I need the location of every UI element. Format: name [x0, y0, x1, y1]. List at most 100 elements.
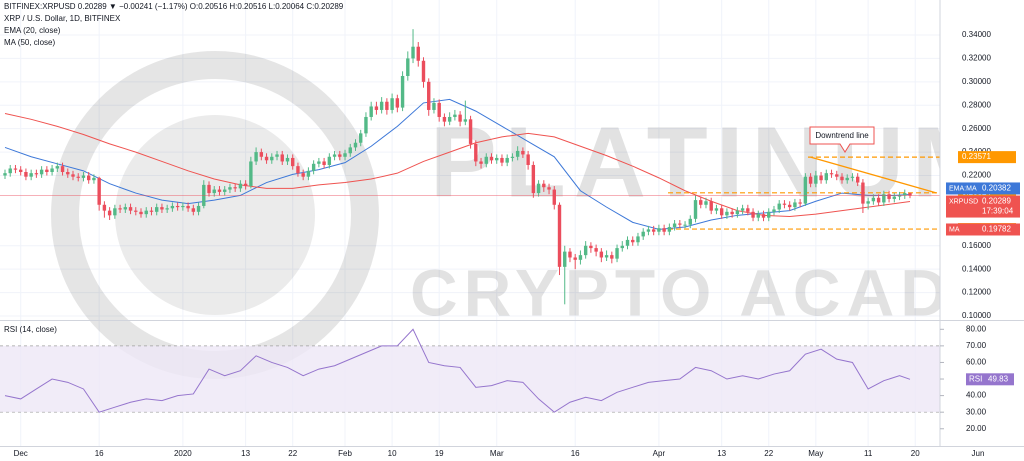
x-tick-label: Dec — [14, 449, 28, 458]
candle-body — [657, 228, 661, 232]
candle-body — [212, 189, 216, 194]
candle-body — [353, 142, 358, 148]
candle-body — [243, 183, 248, 187]
candle-body — [824, 173, 828, 181]
x-tick-label: 16 — [571, 449, 580, 458]
candle-body — [437, 102, 441, 117]
candle-body — [641, 231, 645, 237]
candle-body — [66, 172, 70, 175]
candle-body — [238, 183, 243, 189]
candle-body — [709, 201, 713, 211]
candle-body — [772, 209, 776, 212]
candle-body — [18, 169, 23, 173]
x-tick-label: 20 — [911, 449, 920, 458]
candle-body — [421, 60, 426, 82]
candle-body — [170, 205, 175, 209]
candle-body — [432, 102, 436, 110]
y-tick-label: 0.32000 — [962, 54, 991, 63]
candle-body — [60, 166, 65, 173]
candle-body — [186, 205, 190, 209]
x-tick-label: 22 — [764, 449, 773, 458]
price-label-name: MA — [949, 226, 960, 233]
candle-body — [81, 175, 86, 178]
rsi-legend: RSI (14, close) — [4, 325, 57, 334]
candle-body — [578, 255, 583, 260]
candle-body — [447, 116, 452, 122]
candle-body — [113, 208, 117, 216]
trend-line — [810, 156, 937, 194]
candle-body — [139, 211, 143, 215]
candle-body — [897, 195, 902, 197]
candle-body — [348, 147, 352, 154]
candle-body — [876, 197, 881, 203]
candle-body — [343, 153, 347, 157]
candle-body — [92, 177, 96, 181]
legend-ma: MA (50, close) — [4, 38, 55, 47]
candle-body — [322, 161, 326, 165]
candle-body — [751, 211, 755, 218]
candle-body — [510, 156, 515, 158]
candle-body — [107, 210, 112, 216]
rsi-tick-label: 60.00 — [966, 358, 987, 367]
candle-body — [845, 177, 849, 181]
candle-body — [855, 176, 860, 183]
candle-body — [521, 150, 525, 155]
callout-box — [809, 126, 875, 153]
x-tick-label: Jun — [972, 449, 985, 458]
candle-body — [615, 248, 619, 259]
candle-body — [249, 161, 253, 187]
candle-body — [385, 101, 389, 110]
candle-body — [719, 208, 724, 216]
candle-body — [594, 248, 598, 252]
rsi-line — [4, 328, 911, 413]
candle-body — [296, 166, 300, 174]
level-label: 0.23571 — [962, 152, 991, 161]
candle-body — [908, 192, 912, 196]
candle-body — [740, 208, 745, 211]
candle-body — [662, 228, 666, 232]
candle-body — [406, 58, 410, 76]
candle-body — [887, 194, 891, 199]
candle-body — [819, 175, 823, 181]
candle-body — [86, 175, 91, 181]
candle-body — [207, 184, 211, 194]
quote: BITFINEX:XRPUSD 0.20289 ▼ −0.00241 (−1.1… — [4, 2, 344, 11]
candle-body — [704, 201, 708, 205]
candle-body — [259, 152, 264, 157]
candle-body — [175, 205, 180, 208]
candle-body — [573, 257, 577, 260]
candle-body — [505, 157, 509, 163]
watermark: PLATINUM CRYPTO ACADEMY — [51, 51, 1024, 379]
candle-body — [568, 251, 572, 258]
chart-title: XRP / U.S. Dollar, 1D, BITFINEX — [4, 14, 121, 23]
candle-body — [672, 223, 677, 228]
watermark-text: CRYPTO ACADEMY — [410, 255, 1024, 329]
y-tick-label: 0.28000 — [962, 100, 991, 109]
candle-body — [270, 156, 274, 161]
candle-body — [803, 176, 808, 204]
candle-body — [217, 189, 222, 192]
candle-body — [604, 255, 609, 258]
candle-body — [411, 46, 415, 59]
candle-body — [798, 202, 802, 204]
candle-body — [667, 227, 672, 232]
candle-body — [285, 157, 290, 162]
candle-body — [777, 203, 781, 210]
rsi-tick-label: 40.00 — [966, 391, 987, 400]
candle-body — [850, 176, 855, 178]
candle-body — [515, 150, 520, 157]
candle-body — [526, 154, 530, 165]
candle-body — [678, 223, 682, 225]
candle-body — [725, 211, 729, 216]
watermark-logo — [115, 115, 315, 315]
candle-body — [787, 204, 792, 208]
rsi-tick-label: 20.00 — [966, 424, 987, 433]
candle-body — [338, 154, 342, 157]
y-tick-label: 0.12000 — [962, 288, 991, 297]
price-label-value: 0.20382 — [982, 184, 1011, 193]
candle-body — [395, 98, 400, 108]
candle-body — [301, 173, 305, 177]
x-tick-label: 19 — [435, 449, 444, 458]
candle-body — [327, 156, 332, 165]
candle-body — [882, 194, 886, 203]
